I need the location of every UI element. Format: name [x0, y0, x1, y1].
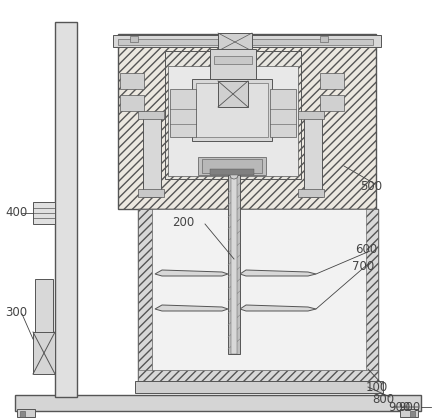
Polygon shape — [155, 270, 228, 276]
Bar — [320, 73, 344, 89]
Bar — [298, 189, 324, 197]
Text: 600: 600 — [355, 243, 377, 256]
Text: 200: 200 — [172, 215, 194, 228]
Bar — [33, 334, 55, 364]
Bar — [135, 381, 383, 393]
Bar — [33, 202, 55, 224]
Bar — [364, 209, 378, 384]
Bar — [410, 411, 415, 417]
Bar — [35, 279, 53, 334]
Polygon shape — [155, 305, 228, 311]
Bar — [231, 176, 237, 354]
Bar — [192, 79, 272, 141]
Text: 400: 400 — [5, 207, 27, 220]
Bar — [170, 89, 196, 137]
Bar — [304, 117, 322, 197]
Bar — [202, 159, 262, 173]
Bar — [17, 409, 35, 417]
Bar — [33, 332, 55, 374]
Bar — [210, 169, 254, 175]
Bar — [113, 35, 381, 47]
Bar — [138, 209, 152, 384]
Bar — [138, 189, 164, 197]
Text: 300: 300 — [5, 305, 27, 318]
Polygon shape — [240, 270, 316, 276]
Bar — [298, 111, 324, 119]
Text: 500: 500 — [360, 181, 382, 194]
Bar — [120, 95, 144, 111]
Bar — [15, 395, 421, 411]
Bar — [118, 39, 373, 45]
Bar — [320, 95, 344, 111]
Bar — [120, 73, 144, 89]
Text: 900: 900 — [388, 401, 410, 414]
Bar — [165, 51, 301, 179]
Text: 700: 700 — [352, 259, 374, 272]
Bar — [138, 111, 164, 119]
Bar — [320, 36, 328, 42]
Bar — [20, 411, 25, 417]
Bar — [143, 117, 161, 197]
Bar — [130, 36, 138, 42]
Polygon shape — [240, 305, 316, 311]
Bar — [118, 34, 376, 209]
Bar — [138, 370, 378, 384]
Bar — [214, 56, 252, 64]
Bar — [228, 174, 240, 354]
Bar — [210, 49, 256, 79]
Text: 900: 900 — [398, 401, 420, 414]
Bar — [270, 89, 296, 137]
Text: 100: 100 — [366, 380, 388, 393]
Bar — [400, 409, 418, 417]
Bar — [218, 33, 252, 51]
Bar — [218, 81, 248, 107]
Bar — [168, 66, 298, 176]
Bar — [55, 22, 77, 397]
Bar — [152, 209, 366, 370]
Bar — [198, 157, 266, 175]
Circle shape — [230, 171, 238, 179]
Text: 800: 800 — [372, 393, 394, 406]
Bar — [196, 83, 268, 137]
Bar — [138, 209, 378, 384]
